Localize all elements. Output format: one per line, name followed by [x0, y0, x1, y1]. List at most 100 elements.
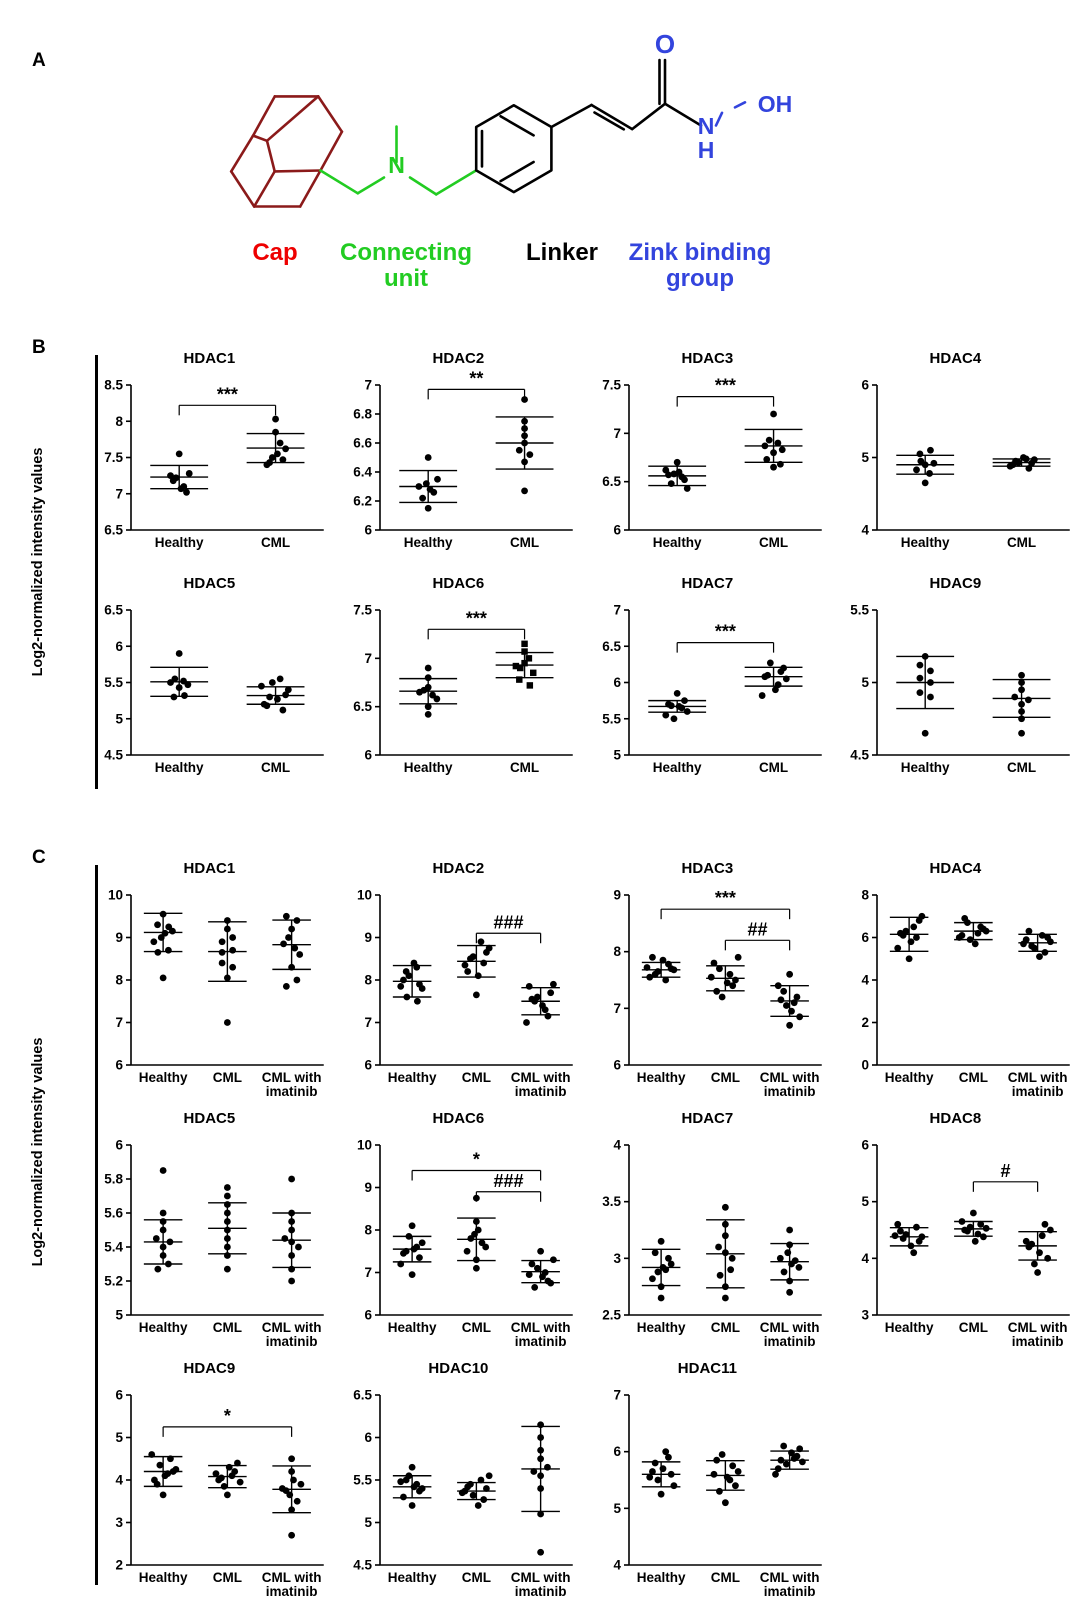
- svg-text:HDAC10: HDAC10: [428, 1360, 488, 1377]
- svg-text:4: 4: [862, 973, 870, 988]
- svg-text:CML with: CML with: [262, 1570, 322, 1585]
- svg-text:7.5: 7.5: [353, 603, 372, 618]
- svg-text:7: 7: [364, 1265, 372, 1280]
- svg-text:imatinib: imatinib: [266, 1084, 318, 1099]
- svg-text:7: 7: [115, 486, 123, 501]
- svg-text:7: 7: [613, 603, 621, 618]
- svg-text:6: 6: [862, 378, 870, 393]
- svg-text:8: 8: [115, 973, 123, 988]
- svg-text:Connecting: Connecting: [340, 239, 472, 266]
- svg-text:unit: unit: [384, 265, 428, 292]
- svg-text:HDAC8: HDAC8: [930, 1110, 982, 1127]
- svg-text:6: 6: [115, 639, 123, 654]
- svg-text:10: 10: [357, 1138, 372, 1153]
- svg-text:CML with: CML with: [262, 1070, 322, 1085]
- svg-text:Healthy: Healthy: [155, 760, 204, 775]
- svg-text:6: 6: [613, 523, 621, 538]
- svg-text:9: 9: [364, 1180, 372, 1195]
- svg-text:4.5: 4.5: [353, 1558, 372, 1573]
- svg-text:5.4: 5.4: [104, 1240, 123, 1255]
- svg-text:CML: CML: [758, 535, 787, 550]
- svg-text:imatinib: imatinib: [515, 1334, 567, 1349]
- svg-text:5: 5: [115, 1308, 123, 1323]
- svg-text:CML: CML: [710, 1570, 739, 1585]
- svg-text:***: ***: [466, 608, 487, 628]
- svg-text:Healthy: Healthy: [901, 760, 950, 775]
- svg-text:6.5: 6.5: [104, 523, 123, 538]
- svg-text:2.5: 2.5: [602, 1308, 621, 1323]
- svg-text:imatinib: imatinib: [1012, 1334, 1064, 1349]
- svg-text:HDAC1: HDAC1: [184, 350, 236, 367]
- svg-text:imatinib: imatinib: [763, 1584, 815, 1599]
- svg-text:###: ###: [493, 1171, 523, 1191]
- svg-text:CML: CML: [710, 1320, 739, 1335]
- svg-text:imatinib: imatinib: [1012, 1084, 1064, 1099]
- svg-text:CML with: CML with: [511, 1070, 571, 1085]
- svg-text:CML: CML: [213, 1570, 242, 1585]
- svg-text:3: 3: [115, 1515, 123, 1530]
- svg-text:CML with: CML with: [1008, 1320, 1068, 1335]
- svg-text:imatinib: imatinib: [763, 1084, 815, 1099]
- svg-text:6.5: 6.5: [602, 474, 621, 489]
- svg-text:HDAC3: HDAC3: [681, 860, 733, 877]
- svg-text:***: ***: [217, 384, 238, 404]
- svg-text:H: H: [698, 137, 715, 163]
- svg-text:CML: CML: [959, 1320, 988, 1335]
- svg-text:CML with: CML with: [511, 1570, 571, 1585]
- svg-text:6: 6: [364, 748, 372, 763]
- svg-text:6.5: 6.5: [602, 639, 621, 654]
- svg-text:6.5: 6.5: [104, 603, 123, 618]
- svg-text:group: group: [666, 265, 734, 292]
- svg-text:9: 9: [364, 930, 372, 945]
- svg-text:imatinib: imatinib: [515, 1084, 567, 1099]
- svg-text:5: 5: [862, 450, 870, 465]
- svg-text:6: 6: [115, 1138, 123, 1153]
- svg-text:10: 10: [357, 888, 372, 903]
- svg-text:5.5: 5.5: [104, 675, 123, 690]
- svg-text:HDAC6: HDAC6: [432, 1110, 484, 1127]
- svg-text:CML: CML: [959, 1070, 988, 1085]
- svg-text:**: **: [469, 368, 483, 388]
- svg-text:8: 8: [115, 414, 123, 429]
- svg-text:*: *: [473, 1150, 480, 1170]
- svg-text:CML: CML: [510, 760, 539, 775]
- svg-text:6: 6: [613, 675, 621, 690]
- svg-text:8: 8: [862, 888, 870, 903]
- svg-text:CML: CML: [213, 1070, 242, 1085]
- svg-text:Healthy: Healthy: [139, 1570, 188, 1585]
- svg-text:6: 6: [115, 1058, 123, 1073]
- svg-text:5.5: 5.5: [353, 1473, 372, 1488]
- svg-text:4.5: 4.5: [104, 748, 123, 763]
- svg-text:8: 8: [364, 973, 372, 988]
- svg-text:7.5: 7.5: [104, 450, 123, 465]
- svg-text:5.2: 5.2: [104, 1274, 123, 1289]
- svg-text:6: 6: [862, 1138, 870, 1153]
- svg-text:#: #: [1001, 1161, 1011, 1181]
- svg-text:7: 7: [613, 1388, 621, 1403]
- svg-text:6: 6: [364, 523, 372, 538]
- svg-text:7: 7: [613, 426, 621, 441]
- svg-text:7: 7: [364, 1015, 372, 1030]
- svg-text:CML: CML: [1007, 760, 1036, 775]
- svg-text:8: 8: [364, 1223, 372, 1238]
- svg-text:6.4: 6.4: [353, 465, 372, 480]
- svg-text:Healthy: Healthy: [139, 1070, 188, 1085]
- svg-text:HDAC4: HDAC4: [930, 350, 982, 367]
- svg-text:imatinib: imatinib: [266, 1334, 318, 1349]
- svg-text:HDAC9: HDAC9: [930, 575, 982, 592]
- svg-text:2: 2: [862, 1015, 870, 1030]
- svg-text:7.5: 7.5: [602, 378, 621, 393]
- svg-text:HDAC3: HDAC3: [681, 350, 733, 367]
- svg-text:8.5: 8.5: [104, 378, 123, 393]
- svg-text:N: N: [698, 113, 715, 139]
- svg-text:CML: CML: [462, 1570, 491, 1585]
- svg-text:imatinib: imatinib: [266, 1584, 318, 1599]
- svg-text:O: O: [655, 29, 675, 59]
- svg-text:##: ##: [747, 919, 767, 939]
- svg-text:Healthy: Healthy: [404, 760, 453, 775]
- svg-text:5: 5: [862, 675, 870, 690]
- svg-text:8: 8: [613, 944, 621, 959]
- svg-text:4: 4: [613, 1138, 621, 1153]
- svg-text:Cap: Cap: [252, 239, 297, 266]
- svg-text:Zink binding: Zink binding: [629, 239, 772, 266]
